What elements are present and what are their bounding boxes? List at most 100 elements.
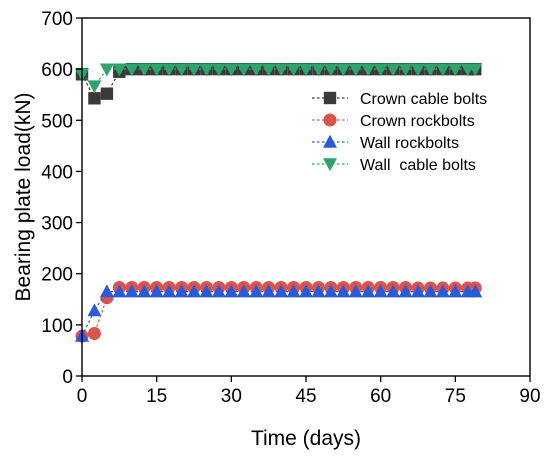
data-point bbox=[398, 284, 413, 298]
data-point bbox=[249, 63, 264, 77]
y-tick-label: 300 bbox=[41, 214, 73, 235]
y-tick-label: 0 bbox=[62, 367, 73, 388]
data-point bbox=[236, 284, 251, 298]
data-point bbox=[361, 284, 376, 298]
data-point bbox=[361, 63, 376, 77]
x-tick-label: 60 bbox=[370, 386, 391, 407]
data-point bbox=[323, 63, 338, 77]
y-tick-label: 100 bbox=[41, 316, 73, 337]
data-point bbox=[149, 284, 164, 298]
x-tick-label: 75 bbox=[445, 386, 466, 407]
y-tick-label: 600 bbox=[41, 60, 73, 81]
legend-label: Crown rockbolts bbox=[360, 113, 475, 130]
legend-item: Crown rockbolts bbox=[312, 113, 475, 130]
data-point bbox=[99, 284, 114, 298]
legend-marker bbox=[323, 113, 337, 127]
data-point bbox=[373, 284, 388, 298]
data-point bbox=[149, 63, 164, 77]
data-point bbox=[224, 284, 239, 298]
legend-marker bbox=[323, 91, 337, 105]
data-point bbox=[286, 284, 301, 298]
x-tick-label: 0 bbox=[77, 386, 88, 407]
data-point bbox=[124, 284, 139, 298]
data-point bbox=[348, 284, 363, 298]
data-point bbox=[261, 284, 276, 298]
data-point bbox=[137, 63, 152, 77]
legend-label: Wall rockbolts bbox=[360, 135, 459, 152]
data-point bbox=[112, 63, 127, 77]
data-point bbox=[336, 284, 351, 298]
legend-item: Wall cable bolts bbox=[312, 157, 476, 174]
axis-layer: 0 15 30 45 60 75 90 0 100 200 300 400 500 600 700 bbox=[41, 9, 540, 407]
data-point bbox=[311, 284, 326, 298]
data-point bbox=[448, 284, 463, 298]
data-point bbox=[236, 63, 251, 77]
data-point bbox=[174, 63, 189, 77]
data-point bbox=[274, 284, 289, 298]
y-tick-label: 400 bbox=[41, 162, 73, 183]
data-point bbox=[88, 92, 101, 105]
data-point bbox=[373, 63, 388, 77]
data-point bbox=[299, 284, 313, 298]
data-point bbox=[435, 284, 450, 298]
x-tick-label: 90 bbox=[519, 386, 540, 407]
data-point bbox=[323, 284, 338, 298]
data-point bbox=[174, 284, 189, 298]
legend: Crown cable bolts Crown rockbolts Wall roc… bbox=[312, 91, 487, 174]
data-point bbox=[211, 63, 226, 77]
legend-label: Crown cable bolts bbox=[360, 91, 487, 108]
data-point bbox=[187, 284, 201, 298]
series-wall-cable-bolts bbox=[75, 63, 483, 94]
data-point bbox=[87, 303, 102, 317]
data-point bbox=[411, 63, 425, 77]
legend-item: Crown cable bolts bbox=[312, 91, 487, 108]
data-point bbox=[211, 284, 226, 298]
x-tick-label: 15 bbox=[146, 386, 167, 407]
x-tick-label: 30 bbox=[221, 386, 242, 407]
data-point bbox=[386, 284, 401, 298]
data-point bbox=[99, 63, 114, 77]
data-point bbox=[87, 327, 101, 341]
data-point bbox=[124, 63, 139, 77]
data-point bbox=[336, 63, 351, 77]
data-point bbox=[224, 63, 239, 77]
y-tick-label: 500 bbox=[41, 111, 73, 132]
data-point bbox=[386, 63, 401, 77]
data-point bbox=[100, 87, 114, 100]
y-tick-label: 200 bbox=[41, 265, 73, 286]
legend-label: Wall cable bolts bbox=[360, 157, 476, 174]
data-point bbox=[137, 284, 152, 298]
data-point bbox=[435, 63, 450, 77]
series-layer bbox=[75, 62, 483, 343]
data-point bbox=[199, 284, 214, 298]
data-point bbox=[423, 284, 438, 298]
data-point bbox=[299, 63, 313, 77]
data-point bbox=[187, 63, 201, 77]
legend-item: Wall rockbolts bbox=[312, 134, 459, 152]
x-tick-label: 45 bbox=[295, 386, 316, 407]
data-point bbox=[423, 63, 438, 77]
y-axis-title: Bearing plate load(kN) bbox=[12, 93, 35, 302]
data-point bbox=[448, 63, 463, 77]
x-axis-title: Time (days) bbox=[251, 427, 361, 450]
data-point bbox=[411, 284, 425, 298]
data-point bbox=[286, 63, 301, 77]
series-wall-rockbolts bbox=[75, 284, 483, 342]
data-point bbox=[468, 63, 483, 77]
data-point bbox=[348, 63, 363, 77]
data-point bbox=[162, 284, 177, 298]
y-tick-label: 700 bbox=[41, 9, 73, 30]
data-point bbox=[112, 284, 127, 298]
data-point bbox=[274, 63, 289, 77]
data-point bbox=[87, 80, 102, 94]
data-point bbox=[162, 63, 177, 77]
data-point bbox=[261, 63, 276, 77]
data-point bbox=[398, 63, 413, 77]
data-point bbox=[468, 284, 483, 298]
data-point bbox=[311, 63, 326, 77]
legend-marker bbox=[323, 134, 337, 148]
data-point bbox=[249, 284, 264, 298]
data-point bbox=[199, 63, 214, 77]
